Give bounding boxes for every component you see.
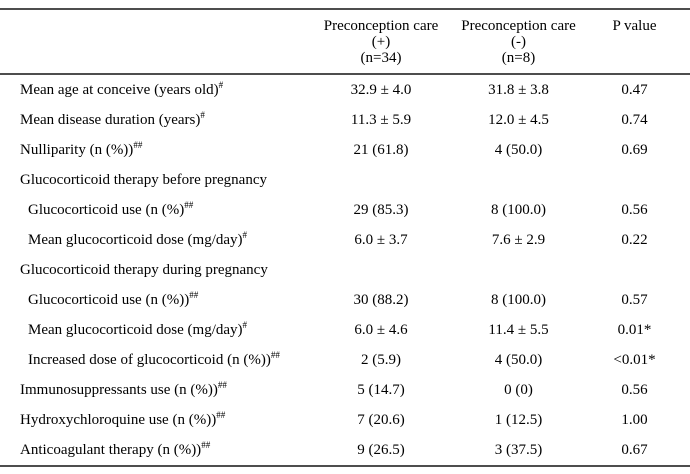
table-header-row: Preconception care (+) (n=34) Preconcept… — [0, 10, 690, 75]
value-cell-minus: 4 (50.0) — [494, 351, 543, 368]
p-value-cell: <0.01* — [613, 351, 656, 368]
row-label-text: Glucocorticoid therapy before pregnancy — [20, 171, 267, 188]
p-value-cell: 0.47 — [621, 81, 648, 98]
row-label-text: Mean disease duration (years) — [20, 111, 201, 128]
row-label-text: Hydroxychloroquine use (n (%)) — [20, 411, 217, 428]
p-value-cell: 0.67 — [621, 441, 648, 458]
p-value-cell: 0.22 — [621, 231, 648, 248]
statistics-table: Preconception care (+) (n=34) Preconcept… — [0, 8, 690, 467]
value-cell-plus: 7 (20.6) — [357, 411, 405, 428]
value-cell-plus: 30 (88.2) — [353, 291, 409, 308]
footnote-marker: ## — [184, 199, 194, 210]
p-value-cell: 0.74 — [621, 111, 648, 128]
row-label-text: Anticoagulant therapy (n (%)) — [20, 441, 202, 458]
value-cell-minus: 8 (100.0) — [491, 291, 546, 308]
value-cell-plus: 21 (61.8) — [353, 141, 409, 158]
row-label: Mean disease duration (years)# — [0, 109, 312, 129]
value-cell-minus: 1 (12.5) — [494, 411, 543, 428]
p-value-cell: 0.56 — [621, 381, 648, 398]
row-label: Mean glucocorticoid dose (mg/day)# — [0, 229, 312, 249]
footnote-marker: # — [200, 109, 205, 120]
footnote-marker: ## — [133, 139, 143, 150]
footnote-marker: ## — [217, 379, 227, 390]
column-header-title: Preconception care — [323, 18, 439, 34]
table-row: Glucocorticoid use (n (%)## 29 (85.3) 8 … — [0, 195, 690, 225]
value-cell-minus: 12.0 ± 4.5 — [488, 111, 549, 128]
value-cell-minus: 8 (100.0) — [491, 201, 546, 218]
row-label-text: Immunosuppressants use (n (%)) — [20, 381, 218, 398]
value-cell-plus: 11.3 ± 5.9 — [350, 111, 412, 128]
footnote-marker: ## — [201, 439, 211, 450]
p-value-cell: 0.69 — [621, 141, 648, 158]
value-cell-plus: 6.0 ± 4.6 — [354, 321, 408, 338]
column-header-title: P value — [612, 18, 657, 34]
row-label: Immunosuppressants use (n (%))## — [0, 379, 312, 399]
row-label-text: Glucocorticoid use (n (%) — [28, 201, 185, 218]
table-row: Mean age at conceive (years old)# 32.9 ±… — [0, 75, 690, 105]
column-header-sign: (+) — [371, 34, 391, 50]
p-value-cell: 0.56 — [621, 201, 648, 218]
table-row: Nulliparity (n (%))## 21 (61.8) 4 (50.0)… — [0, 135, 690, 165]
table-row: Mean disease duration (years)# 11.3 ± 5.… — [0, 105, 690, 135]
value-cell-plus: 5 (14.7) — [357, 381, 405, 398]
footnote-marker: # — [242, 229, 248, 240]
section-label: Glucocorticoid therapy before pregnancy — [0, 172, 312, 189]
table-row: Glucocorticoid use (n (%))## 30 (88.2) 8… — [0, 285, 690, 315]
table-row: Anticoagulant therapy (n (%))## 9 (26.5)… — [0, 435, 690, 465]
value-cell-minus: 31.8 ± 3.8 — [488, 81, 549, 98]
footnote-marker: ## — [189, 289, 199, 300]
value-cell-minus: 0 (0) — [504, 381, 533, 398]
value-cell-minus: 3 (37.5) — [494, 441, 543, 458]
table-body: Mean age at conceive (years old)# 32.9 ±… — [0, 75, 690, 467]
row-label-text: Mean age at conceive (years old) — [20, 81, 219, 98]
value-cell-minus: 11.4 ± 5.5 — [488, 321, 549, 338]
row-label-text: Mean glucocorticoid dose (mg/day) — [28, 321, 243, 338]
row-label: Glucocorticoid use (n (%))## — [0, 289, 312, 309]
p-value-cell: 0.57 — [621, 291, 648, 308]
footnote-marker: # — [218, 79, 224, 90]
row-label: Increased dose of glucocorticoid (n (%))… — [0, 349, 312, 369]
value-cell-minus: 7.6 ± 2.9 — [491, 231, 546, 248]
value-cell-plus: 9 (26.5) — [357, 441, 405, 458]
footnote-marker: ## — [270, 349, 280, 360]
table-section-row: Glucocorticoid therapy before pregnancy — [0, 165, 690, 195]
value-cell-plus: 6.0 ± 3.7 — [354, 231, 408, 248]
row-label-text: Nulliparity (n (%)) — [20, 141, 134, 158]
value-cell-plus: 32.9 ± 4.0 — [350, 81, 412, 98]
footnote-marker: # — [242, 319, 248, 330]
column-header-n: (n=8) — [501, 50, 536, 66]
column-header-preconception-minus: Preconception care (-) (n=8) — [450, 18, 587, 66]
table-row: Immunosuppressants use (n (%))## 5 (14.7… — [0, 375, 690, 405]
row-label: Anticoagulant therapy (n (%))## — [0, 439, 312, 459]
value-cell-plus: 29 (85.3) — [353, 201, 409, 218]
row-label: Glucocorticoid use (n (%)## — [0, 199, 312, 219]
p-value-cell: 0.01* — [617, 321, 652, 338]
column-header-n: (n=34) — [360, 50, 402, 66]
footnote-marker: ## — [216, 409, 226, 420]
column-header-p-value: P value — [587, 18, 682, 34]
column-header-preconception-plus: Preconception care (+) (n=34) — [312, 18, 450, 66]
row-label-text: Mean glucocorticoid dose (mg/day) — [28, 231, 243, 248]
table-row: Hydroxychloroquine use (n (%))## 7 (20.6… — [0, 405, 690, 435]
row-label: Nulliparity (n (%))## — [0, 139, 312, 159]
row-label-text: Glucocorticoid use (n (%)) — [28, 291, 190, 308]
row-label: Mean age at conceive (years old)# — [0, 79, 312, 99]
column-header-sign: (-) — [511, 34, 526, 50]
row-label-text: Glucocorticoid therapy during pregnancy — [20, 261, 268, 278]
row-label: Hydroxychloroquine use (n (%))## — [0, 409, 312, 429]
section-label: Glucocorticoid therapy during pregnancy — [0, 262, 312, 279]
table-section-row: Glucocorticoid therapy during pregnancy — [0, 255, 690, 285]
row-label-text: Increased dose of glucocorticoid (n (%)) — [28, 351, 271, 368]
value-cell-plus: 2 (5.9) — [361, 351, 401, 368]
column-header-title: Preconception care — [461, 18, 576, 34]
p-value-cell: 1.00 — [621, 411, 648, 428]
table-row: Increased dose of glucocorticoid (n (%))… — [0, 345, 690, 375]
value-cell-minus: 4 (50.0) — [494, 141, 543, 158]
table-row: Mean glucocorticoid dose (mg/day)# 6.0 ±… — [0, 225, 690, 255]
table-row: Mean glucocorticoid dose (mg/day)# 6.0 ±… — [0, 315, 690, 345]
row-label: Mean glucocorticoid dose (mg/day)# — [0, 319, 312, 339]
